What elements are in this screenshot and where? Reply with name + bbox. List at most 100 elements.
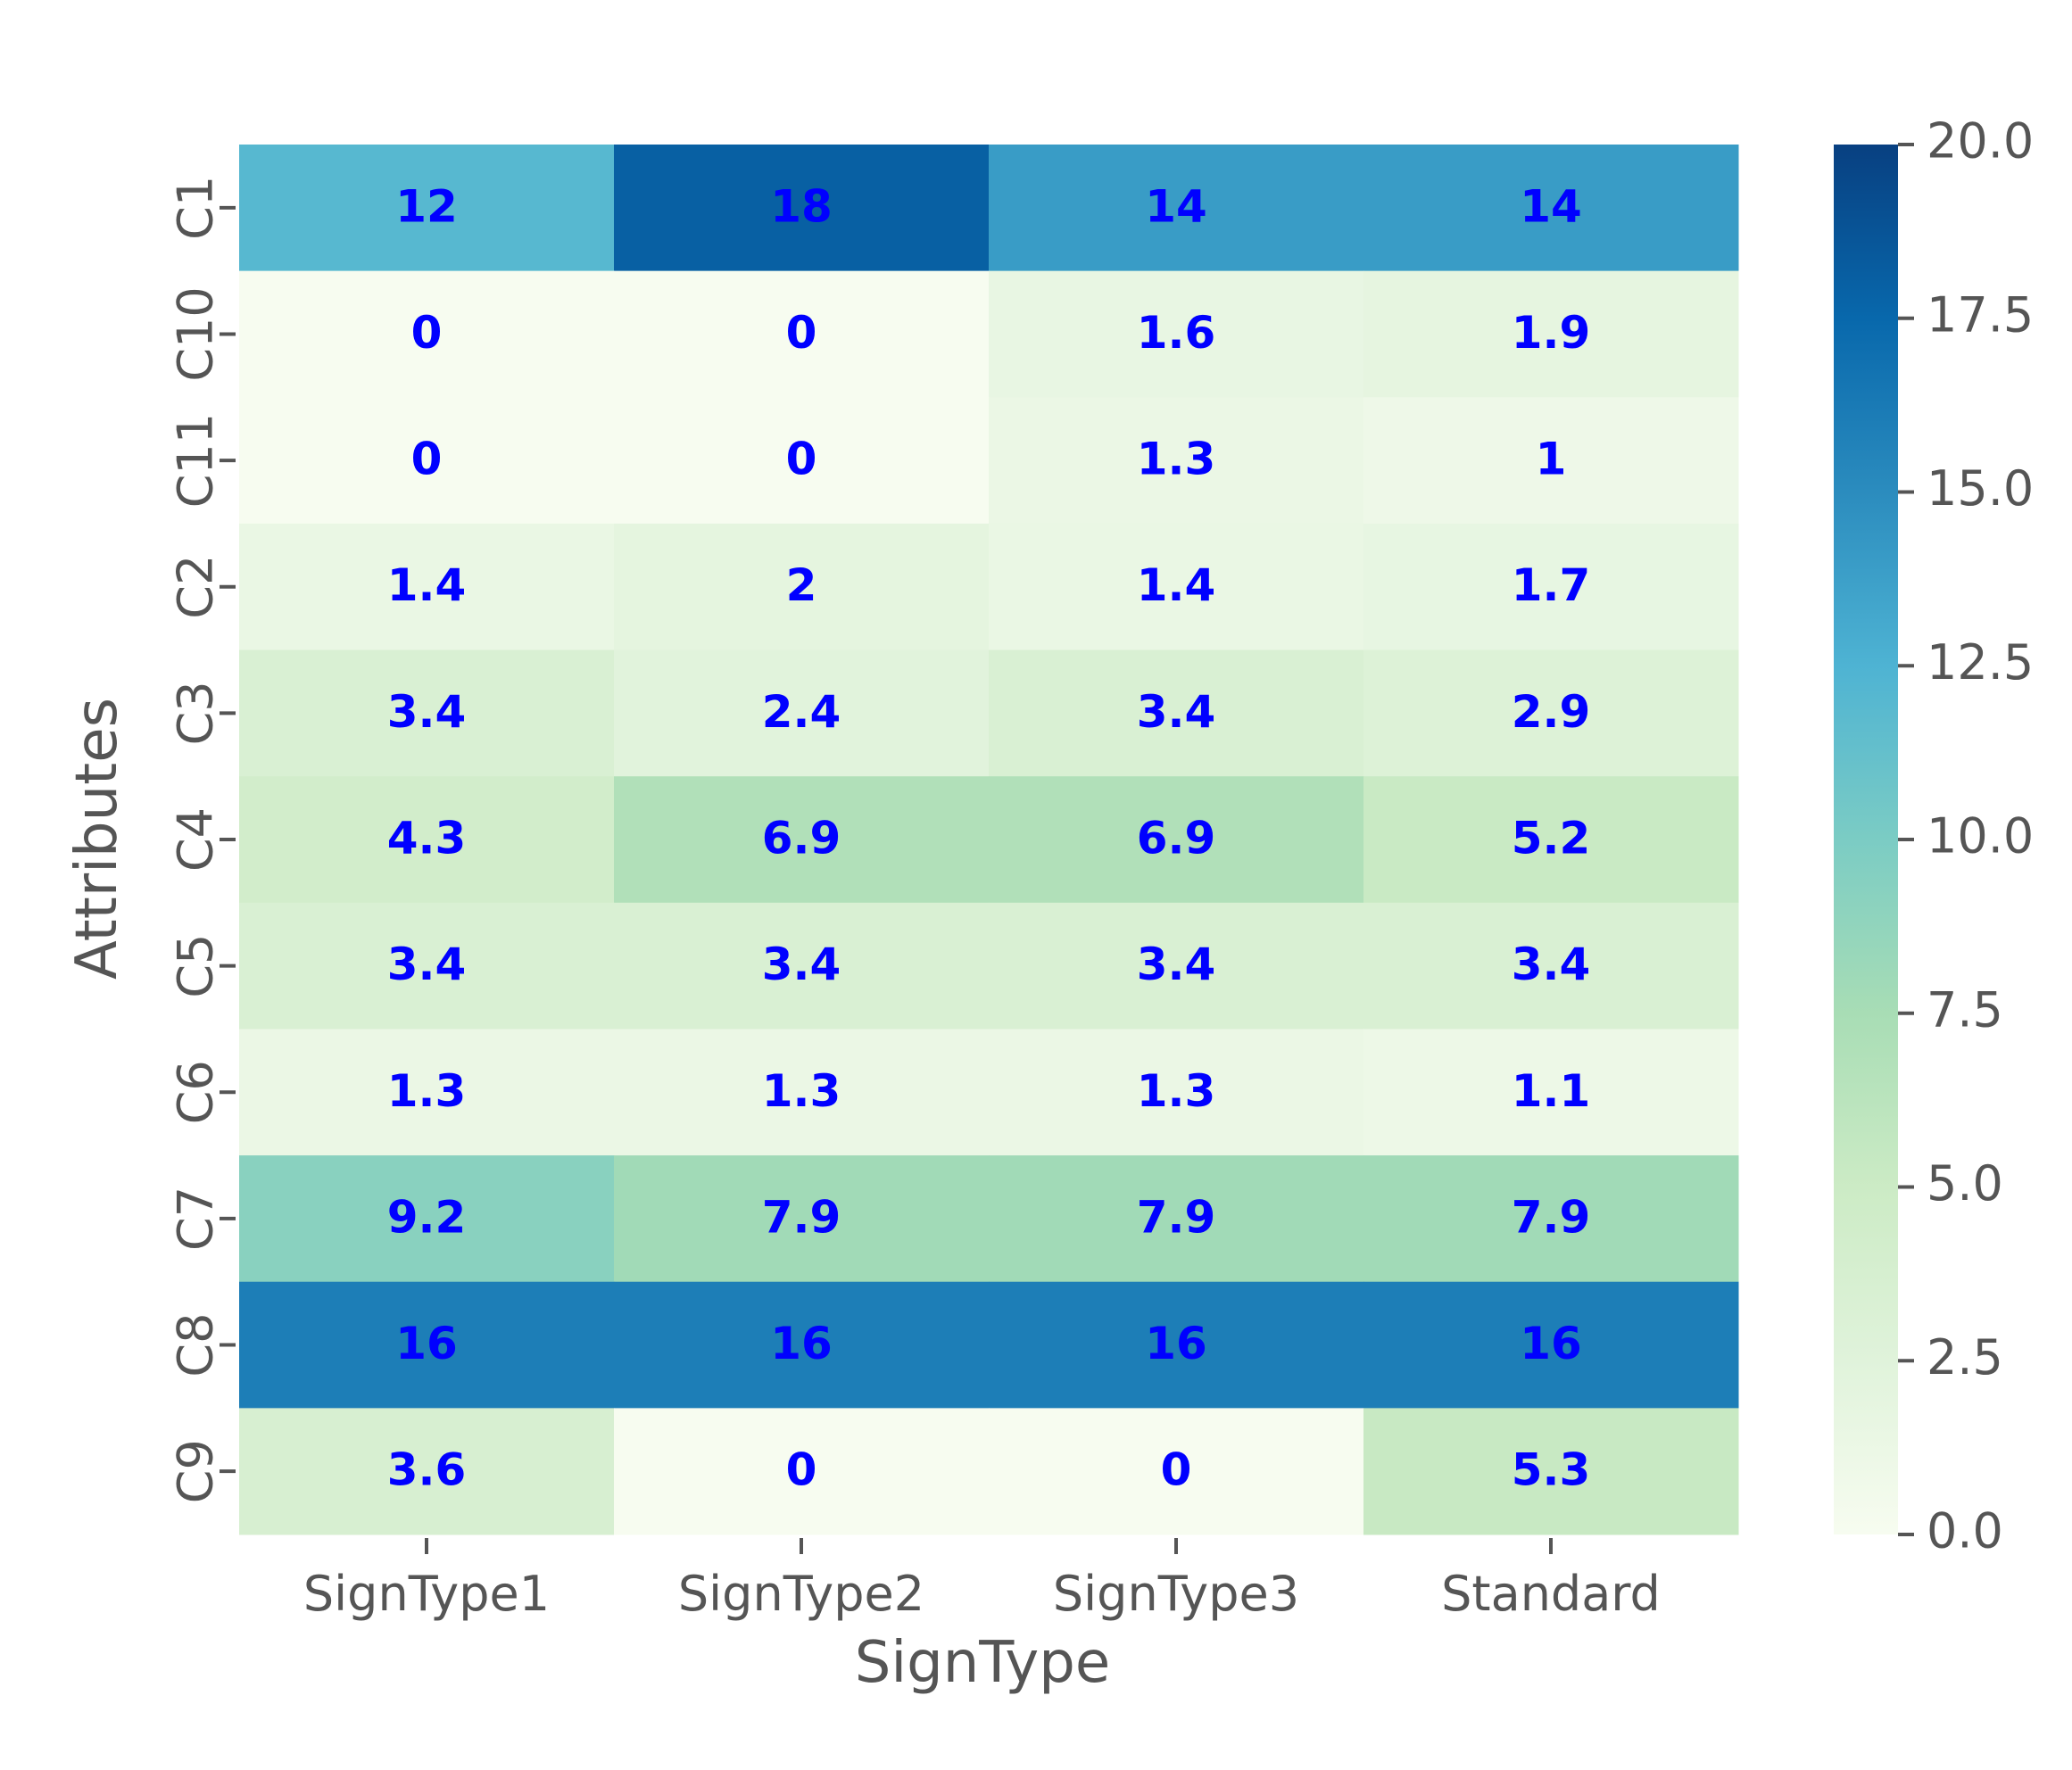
heatmap-cell-c11-signtype2	[614, 397, 990, 525]
x-tick-label: SignType1	[303, 1566, 550, 1622]
heatmap-cell-c3-signtype3	[989, 649, 1364, 777]
cell-value-label: 2.9	[1512, 686, 1591, 738]
x-axis: SignType1 SignType2 SignType3 Standard	[303, 1538, 1661, 1622]
y-tick-label: C11	[168, 413, 224, 508]
cell-value-label: 16	[1520, 1318, 1582, 1369]
heatmap-cell-c3-signtype2	[614, 649, 990, 777]
heatmap-cell-c10-signtype1	[239, 270, 615, 398]
heatmap-cell-c8-signtype1	[239, 1281, 615, 1409]
cell-value-label: 7.9	[1512, 1191, 1591, 1243]
heatmap-cell-c9-signtype1	[239, 1408, 615, 1535]
heatmap-cell-labels: 12 18 14 14 0 0 1.6 1.9 0 0 1.3 1 1.4 2 1.4 1.7 3.4 2.4 3.…	[387, 180, 1591, 1495]
heatmap-cell-c2-signtype2	[614, 523, 990, 651]
heatmap-cell-c4-signtype3	[989, 776, 1364, 904]
cell-value-label: 9.2	[387, 1191, 467, 1243]
heatmap-cell-c8-standard	[1363, 1281, 1739, 1409]
cell-value-label: 1.9	[1512, 307, 1591, 359]
cell-value-label: 1.3	[387, 1065, 467, 1117]
heatmap-cell-c1-signtype1	[239, 145, 615, 272]
heatmap-cell-c9-standard	[1363, 1408, 1739, 1535]
cell-value-label: 1.1	[1512, 1065, 1591, 1117]
y-tick-label: C1	[168, 176, 224, 240]
cell-value-label: 3.4	[1137, 939, 1216, 990]
colorbar-tick-label: 0.0	[1927, 1503, 2003, 1559]
cell-value-label: 0	[786, 1444, 817, 1496]
colorbar-tick-label: 15.0	[1927, 460, 2034, 517]
heatmap-cell-c10-signtype3	[989, 270, 1364, 398]
colorbar-tick-label: 5.0	[1927, 1155, 2003, 1212]
cell-value-label: 0	[411, 307, 443, 359]
cell-value-label: 1.4	[387, 559, 467, 611]
cell-value-label: 1.3	[1137, 1065, 1216, 1117]
y-axis-title: Attributes	[64, 698, 130, 980]
y-tick-label: C3	[168, 681, 224, 745]
x-tick-label: SignType3	[1053, 1566, 1299, 1622]
y-tick-label: C4	[168, 807, 224, 872]
cell-value-label: 7.9	[762, 1191, 841, 1243]
y-tick-label: C10	[168, 286, 224, 381]
heatmap-cell-c4-standard	[1363, 776, 1739, 904]
y-tick-label: C8	[168, 1313, 224, 1377]
cell-value-label: 7.9	[1137, 1191, 1216, 1243]
colorbar-tick-label: 7.5	[1927, 981, 2003, 1038]
heatmap-cell-c9-signtype2	[614, 1408, 990, 1535]
heatmap-cell-c7-signtype2	[614, 1155, 990, 1283]
heatmap-cell-c8-signtype3	[989, 1281, 1364, 1409]
heatmap-cell-c6-signtype1	[239, 1029, 615, 1156]
heatmap-cell-c6-signtype3	[989, 1029, 1364, 1156]
colorbar-tick-label: 12.5	[1927, 634, 2034, 691]
y-axis: C1 C10 C11 C2 C3 C4 C5 C6 C7 C8 C9	[168, 176, 236, 1503]
heatmap-cell-c2-signtype1	[239, 523, 615, 651]
heatmap-cell-c4-signtype1	[239, 776, 615, 904]
cell-value-label: 14	[1145, 180, 1207, 232]
heatmap-cell-c5-standard	[1363, 902, 1739, 1030]
heatmap-cell-c3-standard	[1363, 649, 1739, 777]
heatmap-cell-c5-signtype2	[614, 902, 990, 1030]
heatmap-cell-c1-signtype3	[989, 145, 1364, 272]
y-tick-label: C9	[168, 1439, 224, 1503]
y-tick-label: C5	[168, 934, 224, 998]
heatmap-cell-c7-signtype1	[239, 1155, 615, 1283]
heatmap-cell-c2-standard	[1363, 523, 1739, 651]
heatmap-cell-c7-signtype3	[989, 1155, 1364, 1283]
y-tick-label: C7	[168, 1187, 224, 1251]
cell-value-label: 16	[1145, 1318, 1207, 1369]
heatmap-cell-c11-signtype1	[239, 397, 615, 525]
cell-value-label: 16	[395, 1318, 458, 1369]
heatmap-cell-c7-standard	[1363, 1155, 1739, 1283]
cell-value-label: 3.6	[387, 1444, 467, 1496]
colorbar-tick-label: 10.0	[1927, 808, 2034, 864]
cell-value-label: 14	[1520, 180, 1582, 232]
heatmap-cell-c8-signtype2	[614, 1281, 990, 1409]
colorbar-tick-label: 17.5	[1927, 286, 2034, 343]
cell-value-label: 18	[770, 180, 833, 232]
heatmap-cell-c3-signtype1	[239, 649, 615, 777]
x-tick-label: Standard	[1441, 1566, 1661, 1622]
cell-value-label: 1.7	[1512, 559, 1591, 611]
heatmap-cells	[239, 145, 1739, 1535]
cell-value-label: 16	[770, 1318, 833, 1369]
heatmap-cell-c10-standard	[1363, 270, 1739, 398]
heatmap-cell-c4-signtype2	[614, 776, 990, 904]
colorbar-tick-label: 2.5	[1927, 1329, 2003, 1385]
cell-value-label: 3.4	[1137, 686, 1216, 738]
cell-value-label: 0	[411, 434, 443, 485]
heatmap-cell-c9-signtype3	[989, 1408, 1364, 1535]
heatmap-cell-c11-standard	[1363, 397, 1739, 525]
cell-value-label: 3.4	[387, 686, 467, 738]
colorbar-tick-label: 20.0	[1927, 113, 2034, 170]
cell-value-label: 0	[1161, 1444, 1192, 1496]
cell-value-label: 3.4	[387, 939, 467, 990]
cell-value-label: 1	[1536, 434, 1567, 485]
cell-value-label: 1.3	[1137, 434, 1216, 485]
y-tick-label: C6	[168, 1060, 224, 1124]
x-axis-title: SignType	[855, 1630, 1111, 1696]
x-tick-label: SignType2	[678, 1566, 924, 1622]
heatmap-cell-c6-signtype2	[614, 1029, 990, 1156]
cell-value-label: 6.9	[1137, 813, 1216, 864]
cell-value-label: 0	[786, 307, 817, 359]
heatmap-cell-c11-signtype3	[989, 397, 1364, 525]
cell-value-label: 2	[786, 559, 817, 611]
